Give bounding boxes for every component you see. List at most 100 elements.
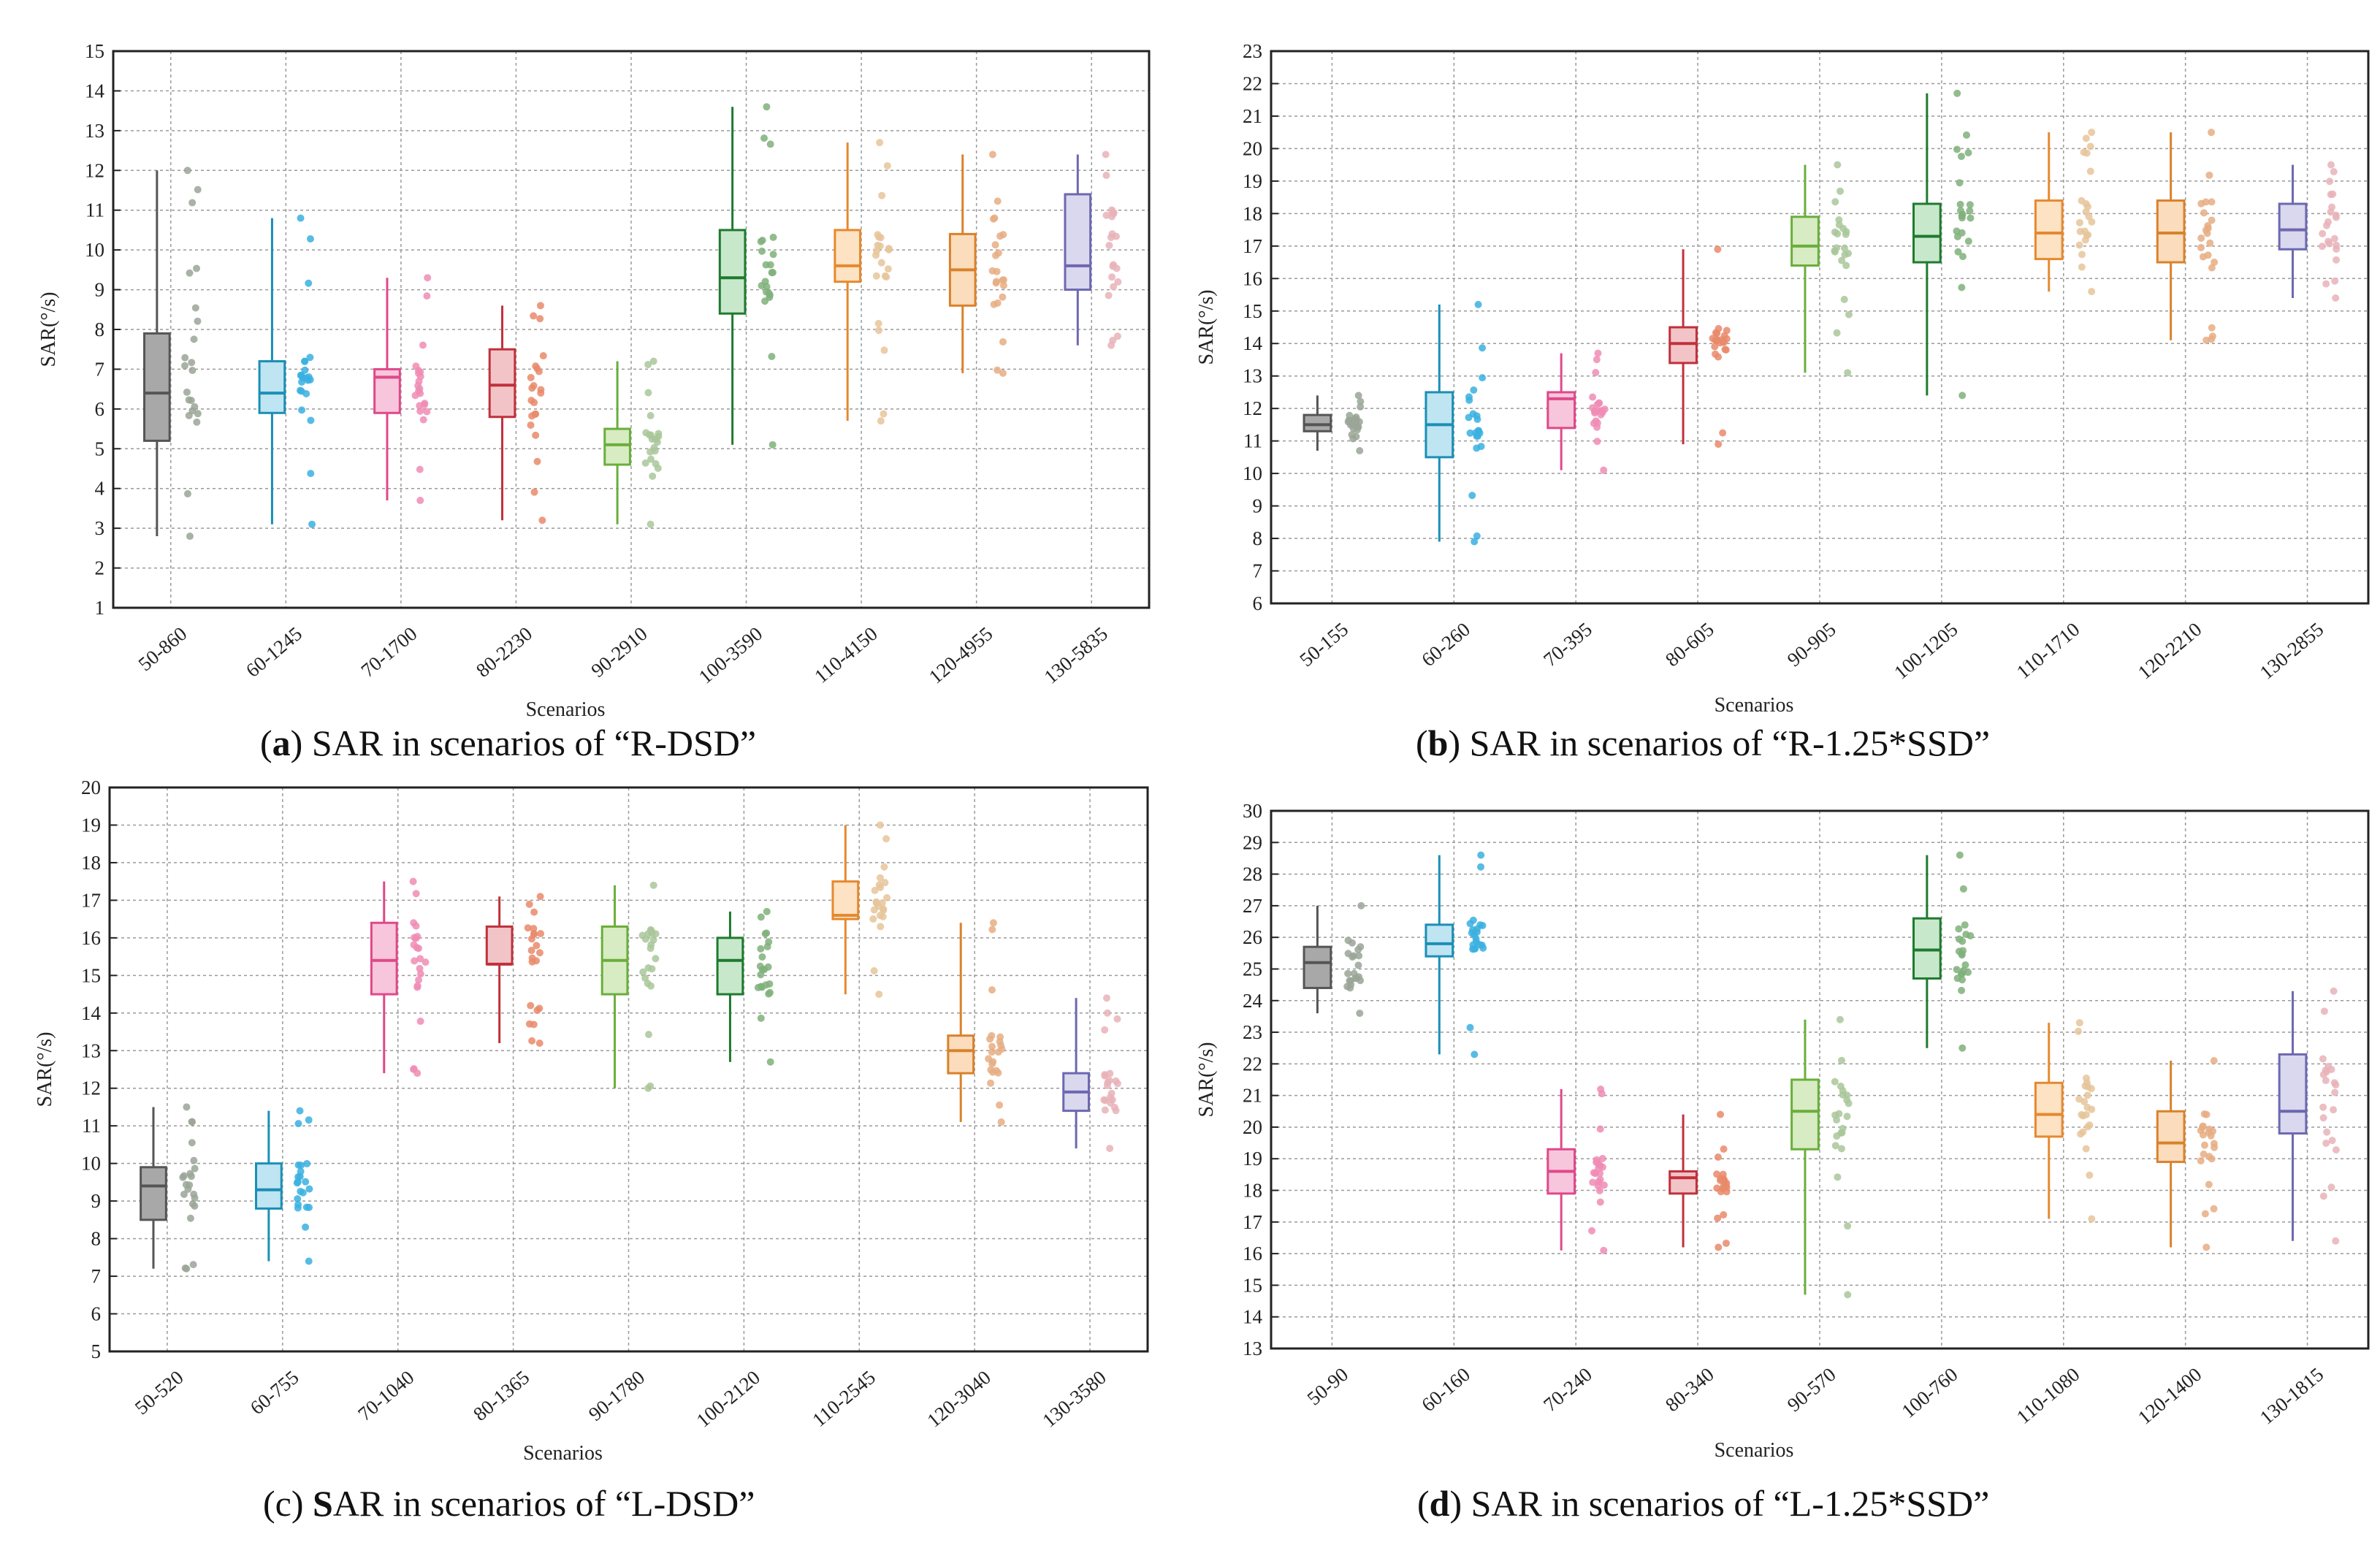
data-point [1593, 356, 1601, 364]
data-point [527, 1002, 535, 1010]
data-point [423, 408, 431, 416]
box-80-2230 [488, 348, 516, 419]
data-point [988, 986, 996, 994]
data-point [1113, 1080, 1121, 1088]
data-point [2328, 1137, 2336, 1145]
data-point [1957, 153, 1965, 161]
data-point [1354, 961, 1362, 969]
data-point [416, 407, 424, 415]
data-point [2206, 239, 2214, 247]
data-point [180, 1172, 188, 1180]
box-130-1815 [2278, 1053, 2308, 1135]
box-70-1040 [370, 921, 398, 996]
y-tick-label: 6 [1253, 592, 1263, 614]
data-point [302, 1178, 310, 1186]
y-tick-label: 7 [95, 358, 105, 380]
data-point [988, 1060, 996, 1068]
data-point [536, 893, 544, 901]
data-point [996, 232, 1004, 240]
data-point [528, 954, 536, 962]
x-tick-label: 130-5835 [1040, 622, 1112, 688]
data-point [2318, 243, 2326, 251]
data-point [2330, 234, 2338, 243]
data-point [186, 533, 194, 541]
data-point [2082, 134, 2090, 142]
y-tick-label: 23 [1243, 40, 1262, 62]
y-tick-label: 13 [81, 1039, 101, 1061]
data-point [2199, 253, 2207, 261]
data-point [1109, 336, 1117, 344]
data-point [188, 1118, 197, 1126]
data-point [191, 1202, 199, 1210]
data-point [2332, 1146, 2340, 1154]
data-point [1843, 1113, 1851, 1121]
data-point [989, 919, 997, 927]
data-point [535, 367, 543, 375]
x-axis-title: Scenarios [1715, 1439, 1794, 1462]
data-point [1593, 438, 1601, 446]
data-point [1958, 986, 1966, 994]
data-point [2197, 1157, 2205, 1165]
data-point [303, 1160, 311, 1168]
data-point [538, 516, 546, 524]
data-point [1473, 412, 1481, 420]
y-tick-label: 16 [1243, 267, 1262, 289]
y-tick-label: 15 [1243, 300, 1262, 322]
data-point [1958, 283, 1966, 291]
data-point [2082, 200, 2090, 208]
data-point [874, 319, 882, 327]
data-point [1352, 413, 1360, 421]
data-point [988, 150, 996, 159]
data-point [999, 337, 1007, 346]
data-point [294, 1178, 302, 1186]
x-tick-label: 100-3590 [695, 622, 767, 688]
data-point [993, 366, 1002, 374]
data-point [2210, 1057, 2218, 1065]
data-point [1471, 1050, 1479, 1058]
data-point [419, 341, 427, 349]
box-100-760 [1912, 917, 1942, 980]
data-point [186, 1181, 194, 1189]
chart-svg: 13 14 15 16 17 18 19 20 21 22 23 24 25 26 27 28 29 30 50-9… [1195, 800, 2370, 1462]
data-point [181, 1264, 189, 1272]
data-point [1101, 1071, 1109, 1079]
data-point [537, 386, 545, 394]
data-point [2088, 1105, 2096, 1113]
data-point [1465, 396, 1473, 404]
data-point [1831, 198, 1839, 206]
data-point [1831, 1142, 1839, 1150]
caption-b: (b) SAR in scenarios of “R-1.25*SSD” [1416, 722, 1991, 763]
data-point [993, 197, 1002, 205]
data-point [2322, 1140, 2330, 1148]
data-point [188, 367, 197, 375]
data-point [2200, 1151, 2208, 1159]
data-point [994, 1048, 1002, 1056]
data-point [194, 317, 202, 325]
data-point [877, 417, 885, 425]
data-point [1598, 408, 1606, 416]
data-point [2086, 1121, 2094, 1129]
x-tick-label: 60-1245 [242, 622, 306, 682]
data-point [294, 1200, 302, 1208]
x-tick-label: 130-2855 [2256, 618, 2328, 684]
y-tick-label: 6 [91, 1303, 102, 1325]
data-point [307, 416, 315, 424]
data-point [880, 346, 888, 354]
data-point [2333, 241, 2341, 249]
data-point [410, 1065, 418, 1073]
data-point [411, 957, 419, 965]
data-point [885, 245, 893, 253]
data-point [2083, 1091, 2091, 1099]
data-point [1831, 1077, 1839, 1086]
y-tick-label: 11 [1243, 430, 1262, 452]
y-tick-label: 5 [91, 1340, 102, 1362]
data-point [530, 399, 538, 407]
y-tick-label: 13 [85, 120, 104, 142]
data-point [1835, 221, 1843, 229]
data-point [2319, 1192, 2327, 1200]
data-point [1723, 1188, 1731, 1196]
x-axis-title: Scenarios [523, 1442, 603, 1465]
data-point [760, 134, 768, 142]
data-point [1715, 440, 1723, 449]
data-point [993, 299, 1002, 307]
